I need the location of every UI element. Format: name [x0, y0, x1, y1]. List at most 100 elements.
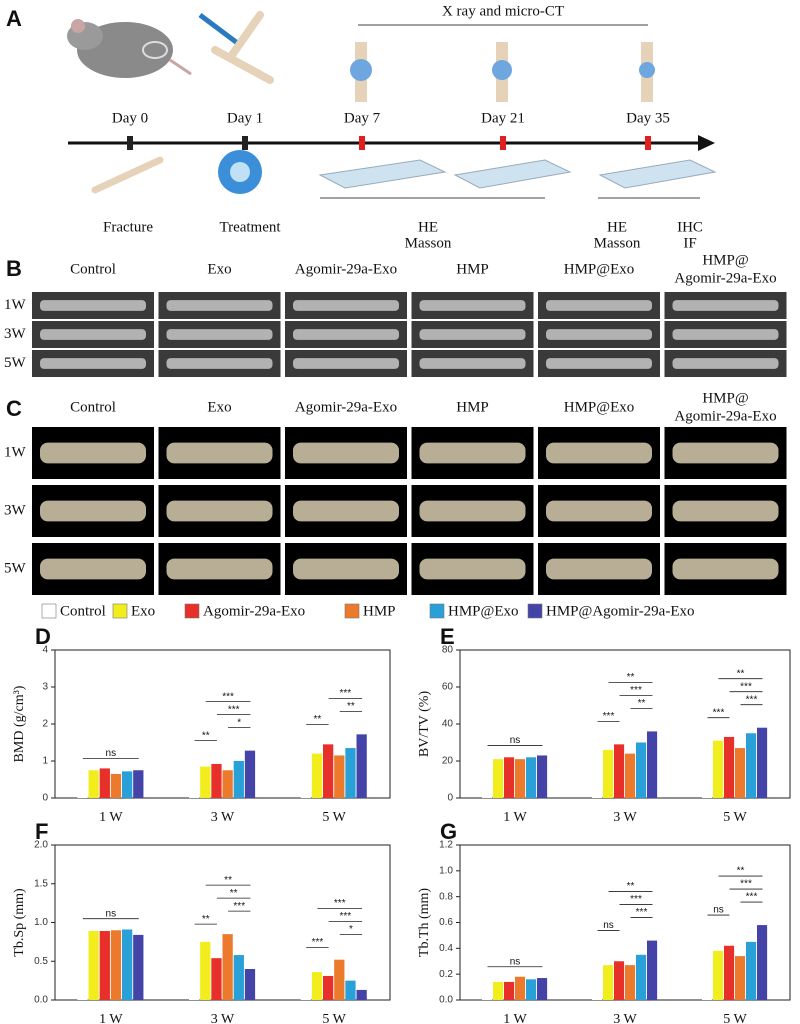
- y-axis-label: Tb.Th (mm): [417, 888, 432, 958]
- bone: [672, 442, 779, 464]
- significance-label: **: [638, 698, 646, 709]
- group-label: HMP@Exo: [564, 261, 635, 277]
- bone: [546, 300, 652, 311]
- bone: [672, 329, 779, 340]
- bar: [636, 742, 647, 798]
- day-label: Day 7: [344, 110, 381, 126]
- bar: [713, 950, 724, 1000]
- bar: [592, 966, 603, 1000]
- bar: [515, 759, 526, 798]
- legend-swatch: [184, 603, 200, 619]
- significance-label: ***: [630, 685, 642, 696]
- bar: [504, 757, 515, 798]
- legend-swatch: [41, 603, 57, 619]
- significance-label: ns: [510, 735, 521, 746]
- bone: [40, 500, 146, 522]
- bone: [166, 500, 273, 522]
- significance-label: ***: [233, 901, 245, 912]
- y-tick-label: 0: [447, 793, 453, 804]
- x-tick-label: 1 W: [503, 1012, 527, 1024]
- bar: [334, 959, 345, 1000]
- bone: [293, 358, 399, 369]
- bar: [592, 755, 603, 798]
- x-tick-label: 5 W: [723, 810, 747, 825]
- group-label: Agomir-29a-Exo: [295, 261, 397, 277]
- bar: [300, 957, 311, 1000]
- x-tick-label: 1 W: [503, 810, 527, 825]
- y-tick-label: 0.6: [439, 917, 453, 928]
- bar: [110, 930, 122, 1000]
- legend-label: Agomir-29a-Exo: [203, 603, 305, 619]
- significance-label: **: [202, 914, 210, 925]
- bar: [211, 958, 222, 1000]
- y-tick-label: 4: [42, 645, 48, 656]
- bar: [724, 736, 735, 798]
- bar: [211, 763, 222, 798]
- bone: [672, 500, 779, 522]
- bar: [77, 772, 88, 798]
- significance-label: ***: [746, 892, 758, 903]
- legend-label: Control: [60, 603, 106, 619]
- significance-label: **: [627, 672, 635, 683]
- bar: [133, 770, 144, 798]
- bone: [166, 329, 273, 340]
- y-tick-label: 0.0: [34, 995, 48, 1006]
- bar: [537, 755, 548, 798]
- bone: [293, 329, 399, 340]
- row-label: 5W: [4, 560, 27, 576]
- bar: [189, 771, 200, 798]
- bone: [672, 558, 779, 580]
- bone: [40, 300, 146, 311]
- bar: [746, 941, 757, 1000]
- significance-label: ***: [630, 894, 642, 905]
- bone: [166, 358, 273, 369]
- bar: [356, 734, 367, 798]
- significance-label: ***: [746, 694, 758, 705]
- day-label: Day 21: [481, 110, 525, 126]
- bar: [746, 733, 757, 798]
- x-tick-label: 3 W: [613, 810, 637, 825]
- significance-label: ***: [339, 688, 351, 699]
- bar: [345, 980, 356, 1000]
- bar: [603, 749, 614, 798]
- bar: [200, 766, 211, 798]
- analysis-label: IF: [683, 235, 696, 251]
- bone: [419, 358, 526, 369]
- y-tick-label: 2: [42, 719, 48, 730]
- analysis-label: HE: [607, 219, 627, 235]
- panel-label: D: [35, 624, 51, 649]
- bone: [419, 300, 526, 311]
- bar: [189, 934, 200, 1000]
- bone: [419, 558, 526, 580]
- group-label: Control: [70, 399, 116, 415]
- y-tick-label: 2.0: [34, 840, 48, 851]
- significance-label: ***: [222, 691, 234, 702]
- bar: [625, 965, 636, 1000]
- bone: [546, 558, 652, 580]
- bar: [614, 961, 625, 1000]
- bone: [40, 558, 146, 580]
- bar: [133, 934, 144, 1000]
- group-label: Control: [70, 261, 116, 277]
- y-axis-label: BV/TV (%): [417, 691, 432, 758]
- y-tick-label: 0.4: [439, 943, 453, 954]
- analysis-label: IHC: [677, 219, 703, 235]
- bar: [482, 759, 493, 798]
- bar: [77, 928, 88, 1000]
- group-label: HMP@Exo: [564, 399, 635, 415]
- significance-label: **: [314, 714, 322, 725]
- bar: [323, 975, 334, 1000]
- y-tick-label: 1.0: [34, 917, 48, 928]
- bone: [546, 500, 652, 522]
- y-tick-label: 1.2: [439, 840, 453, 851]
- bar: [88, 931, 99, 1000]
- bone: [293, 300, 399, 311]
- x-tick-label: 1 W: [99, 1012, 123, 1024]
- significance-label: **: [347, 701, 355, 712]
- row-label: 3W: [4, 502, 27, 518]
- significance-label: **: [737, 866, 745, 877]
- bar: [735, 956, 746, 1000]
- significance-label: ns: [106, 748, 117, 759]
